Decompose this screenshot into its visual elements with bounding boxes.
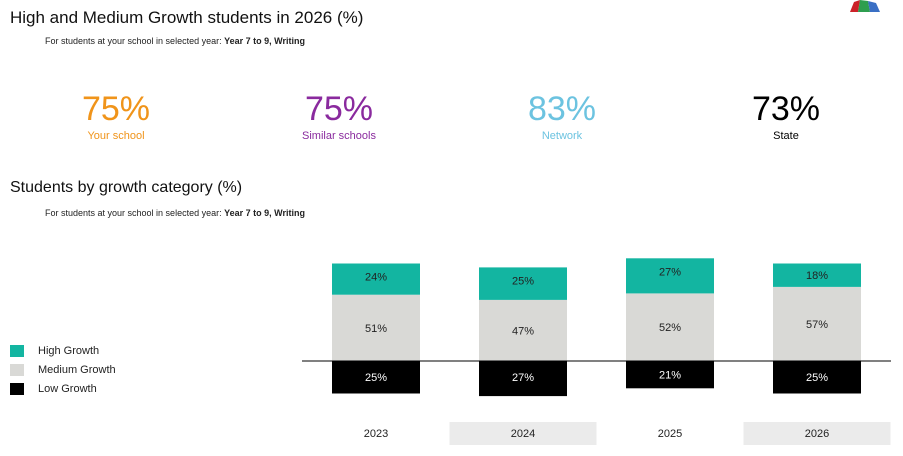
bar-medium-growth xyxy=(626,293,714,361)
data-label-low: 25% xyxy=(365,372,387,384)
data-label-medium: 57% xyxy=(806,319,828,331)
category-label: 2025 xyxy=(658,428,682,440)
legend-item-high-growth: High Growth xyxy=(10,341,116,360)
legend-swatch xyxy=(10,344,24,357)
legend-item-low-growth: Low Growth xyxy=(10,379,116,398)
legend-swatch xyxy=(10,382,24,395)
subtitle-selection: Year 7 to 9, Writing xyxy=(224,208,305,218)
data-label-medium: 51% xyxy=(365,323,387,335)
category-band xyxy=(449,422,597,445)
data-label-high: 25% xyxy=(512,275,534,287)
kpi-value: 75% xyxy=(81,90,151,128)
data-label-high: 18% xyxy=(806,270,828,282)
data-label-medium: 52% xyxy=(659,322,681,334)
category-label: 2026 xyxy=(805,428,829,440)
category-label: 2023 xyxy=(364,428,388,440)
bar-high-growth xyxy=(332,263,420,295)
bar-low-growth xyxy=(773,361,861,394)
kpi-label: Similar schools xyxy=(302,130,376,142)
kpi-label: State xyxy=(773,130,799,142)
category-label: 2024 xyxy=(511,428,535,440)
section-subtitle: For students at your school in selected … xyxy=(45,208,305,218)
bar-low-growth xyxy=(332,361,420,394)
chart-legend: High Growth Medium Growth Low Growth xyxy=(10,341,116,398)
kpi-label: Your school xyxy=(87,130,145,142)
category-band xyxy=(743,422,891,445)
data-label-low: 27% xyxy=(512,372,534,384)
subtitle-prefix: For students at your school in selected … xyxy=(45,36,225,46)
chart-subtitle: For students at your school in selected … xyxy=(45,36,305,46)
bar-medium-growth xyxy=(479,299,567,361)
kpi-value: 83% xyxy=(527,90,597,128)
data-label-high: 24% xyxy=(365,272,387,284)
subtitle-selection: Year 7 to 9, Writing xyxy=(224,36,305,46)
bar-high-growth xyxy=(479,267,567,300)
bar-medium-growth xyxy=(773,286,861,361)
data-label-low: 25% xyxy=(806,372,828,384)
bar-high-growth xyxy=(626,258,714,294)
legend-label: High Growth xyxy=(38,344,100,357)
kpi-network: 83% Network xyxy=(452,90,672,142)
kpi-label: Network xyxy=(541,130,583,142)
kpi-value: 73% xyxy=(751,90,821,128)
kpi-value: 75% xyxy=(304,90,374,128)
data-label-low: 21% xyxy=(659,370,681,382)
bar-low-growth xyxy=(626,361,714,389)
section-title: Students by growth category (%) xyxy=(10,179,243,196)
kpi-similar-schools: 75% Similar schools xyxy=(229,90,449,142)
bar-low-growth xyxy=(479,361,567,397)
chart-title: High and Medium Growth students in 2026 … xyxy=(10,8,364,27)
kpi-your-school: 75% Your school xyxy=(6,90,226,142)
data-label-medium: 47% xyxy=(512,325,534,337)
subtitle-prefix: For students at your school in selected … xyxy=(45,208,225,218)
logo-icon xyxy=(850,0,880,12)
data-label-high: 27% xyxy=(659,266,681,278)
legend-label: Low Growth xyxy=(38,382,97,395)
legend-swatch xyxy=(10,363,24,376)
legend-label: Medium Growth xyxy=(38,363,116,376)
kpi-state: 73% State xyxy=(676,90,896,142)
bar-medium-growth xyxy=(332,294,420,361)
bar-high-growth xyxy=(773,263,861,287)
legend-item-medium-growth: Medium Growth xyxy=(10,360,116,379)
